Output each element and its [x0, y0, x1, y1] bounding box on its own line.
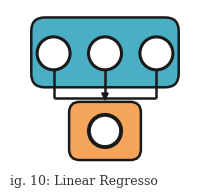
- Circle shape: [89, 115, 121, 147]
- FancyBboxPatch shape: [31, 17, 179, 87]
- Circle shape: [37, 37, 70, 70]
- FancyBboxPatch shape: [69, 102, 141, 160]
- Circle shape: [140, 37, 173, 70]
- Circle shape: [88, 37, 122, 70]
- Text: ig. 10: Linear Regresso: ig. 10: Linear Regresso: [10, 175, 158, 188]
